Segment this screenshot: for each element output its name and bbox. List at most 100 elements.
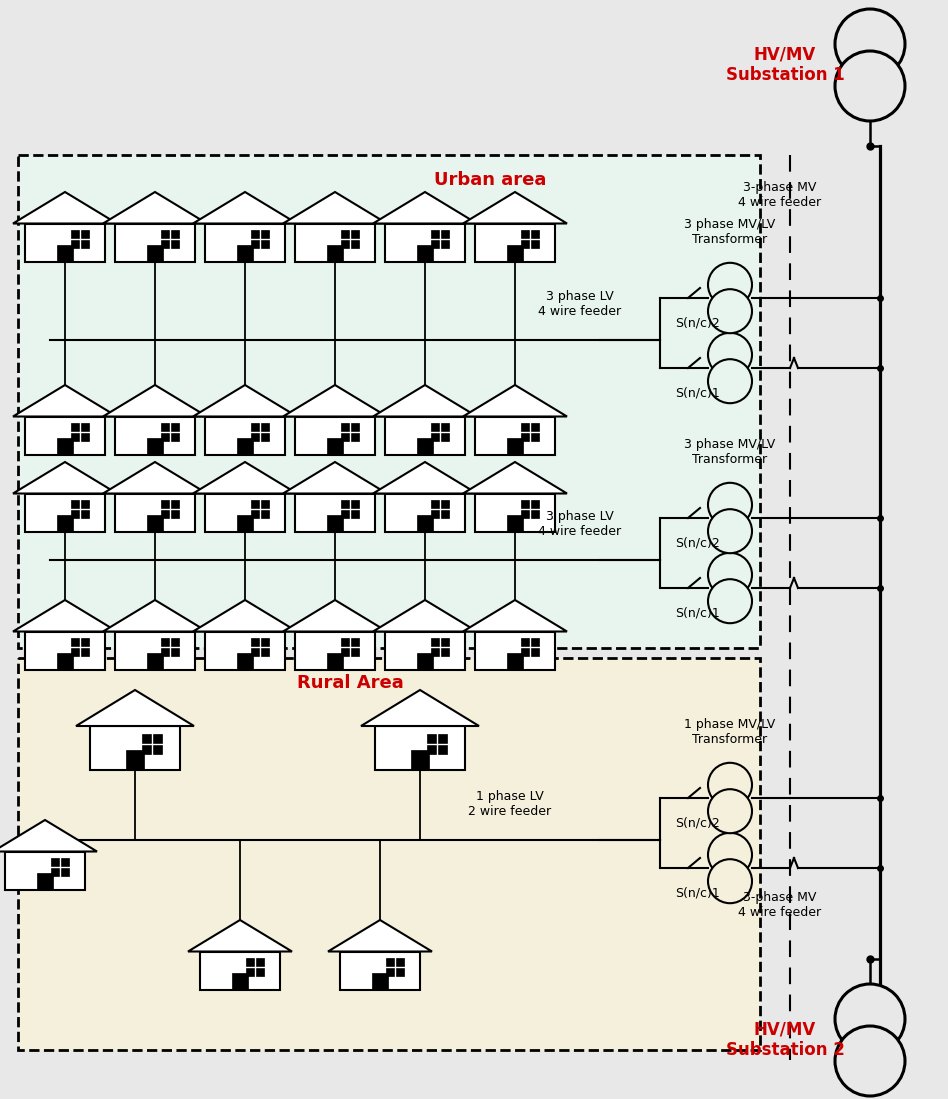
Polygon shape (373, 600, 477, 632)
Bar (237, 437, 253, 455)
Polygon shape (103, 385, 207, 417)
Bar (71, 423, 89, 441)
Bar (341, 500, 359, 518)
Bar (372, 973, 388, 990)
Bar (71, 231, 89, 248)
Bar (507, 245, 523, 262)
Text: 3-phase MV
4 wire feeder: 3-phase MV 4 wire feeder (738, 891, 822, 919)
Polygon shape (373, 385, 477, 417)
Polygon shape (188, 920, 292, 952)
Text: HV/MV
Substation 1: HV/MV Substation 1 (725, 45, 845, 85)
Text: Urban area: Urban area (434, 171, 546, 189)
Bar (205, 632, 285, 670)
Bar (57, 245, 73, 262)
Text: S(n/c)2: S(n/c)2 (675, 536, 720, 550)
Polygon shape (463, 600, 567, 632)
Bar (237, 653, 253, 670)
Bar (475, 493, 555, 532)
Bar (507, 653, 523, 670)
Bar (25, 223, 105, 262)
Bar (25, 493, 105, 532)
Bar (147, 514, 163, 532)
Bar (428, 734, 447, 754)
Bar (205, 493, 285, 532)
Bar (375, 726, 465, 770)
Bar (431, 500, 449, 518)
Bar (57, 514, 73, 532)
Bar (340, 952, 420, 990)
Bar (431, 423, 449, 441)
Polygon shape (103, 462, 207, 493)
Text: 1 phase LV
2 wire feeder: 1 phase LV 2 wire feeder (468, 790, 552, 818)
Polygon shape (328, 920, 432, 952)
Polygon shape (76, 690, 194, 726)
Bar (115, 632, 195, 670)
Bar (431, 639, 449, 656)
Bar (295, 223, 375, 262)
Circle shape (708, 509, 752, 553)
Bar (126, 751, 144, 770)
Bar (115, 493, 195, 532)
Polygon shape (463, 385, 567, 417)
Bar (251, 423, 269, 441)
Bar (147, 653, 163, 670)
Text: 3 phase LV
4 wire feeder: 3 phase LV 4 wire feeder (538, 510, 622, 539)
Bar (341, 423, 359, 441)
Circle shape (708, 553, 752, 597)
Bar (251, 639, 269, 656)
Text: S(n/c)1: S(n/c)1 (675, 886, 720, 899)
Circle shape (708, 482, 752, 526)
Bar (37, 873, 53, 890)
Bar (147, 437, 163, 455)
Text: Rural Area: Rural Area (297, 674, 404, 692)
Circle shape (708, 833, 752, 877)
Polygon shape (193, 462, 297, 493)
Bar (5, 852, 85, 890)
Bar (417, 514, 433, 532)
Bar (521, 231, 539, 248)
Bar (232, 973, 248, 990)
Bar (475, 223, 555, 262)
Polygon shape (0, 820, 97, 852)
Circle shape (708, 789, 752, 833)
Polygon shape (361, 690, 479, 726)
Text: 3 phase LV
4 wire feeder: 3 phase LV 4 wire feeder (538, 290, 622, 318)
Polygon shape (193, 600, 297, 632)
Bar (341, 231, 359, 248)
Bar (417, 245, 433, 262)
Bar (507, 437, 523, 455)
Bar (25, 632, 105, 670)
Bar (115, 417, 195, 455)
Bar (475, 417, 555, 455)
Bar (115, 223, 195, 262)
Circle shape (708, 859, 752, 903)
Polygon shape (283, 192, 387, 223)
Circle shape (835, 51, 905, 121)
Polygon shape (283, 600, 387, 632)
Bar (507, 514, 523, 532)
Polygon shape (283, 462, 387, 493)
Polygon shape (13, 600, 117, 632)
Bar (251, 231, 269, 248)
Polygon shape (13, 462, 117, 493)
Bar (385, 417, 465, 455)
Polygon shape (193, 385, 297, 417)
Bar (475, 632, 555, 670)
Polygon shape (13, 385, 117, 417)
Bar (71, 639, 89, 656)
Bar (161, 639, 179, 656)
Bar (417, 653, 433, 670)
Circle shape (708, 263, 752, 307)
Bar (90, 726, 180, 770)
Circle shape (708, 333, 752, 377)
Text: HV/MV
Substation 2: HV/MV Substation 2 (725, 1021, 845, 1059)
Bar (521, 639, 539, 656)
Bar (161, 500, 179, 518)
FancyBboxPatch shape (18, 155, 760, 648)
Text: 3 phase MV/LV
Transformer: 3 phase MV/LV Transformer (684, 439, 775, 466)
Bar (25, 417, 105, 455)
Bar (327, 653, 343, 670)
Bar (51, 858, 69, 876)
Bar (142, 734, 162, 754)
Bar (295, 632, 375, 670)
